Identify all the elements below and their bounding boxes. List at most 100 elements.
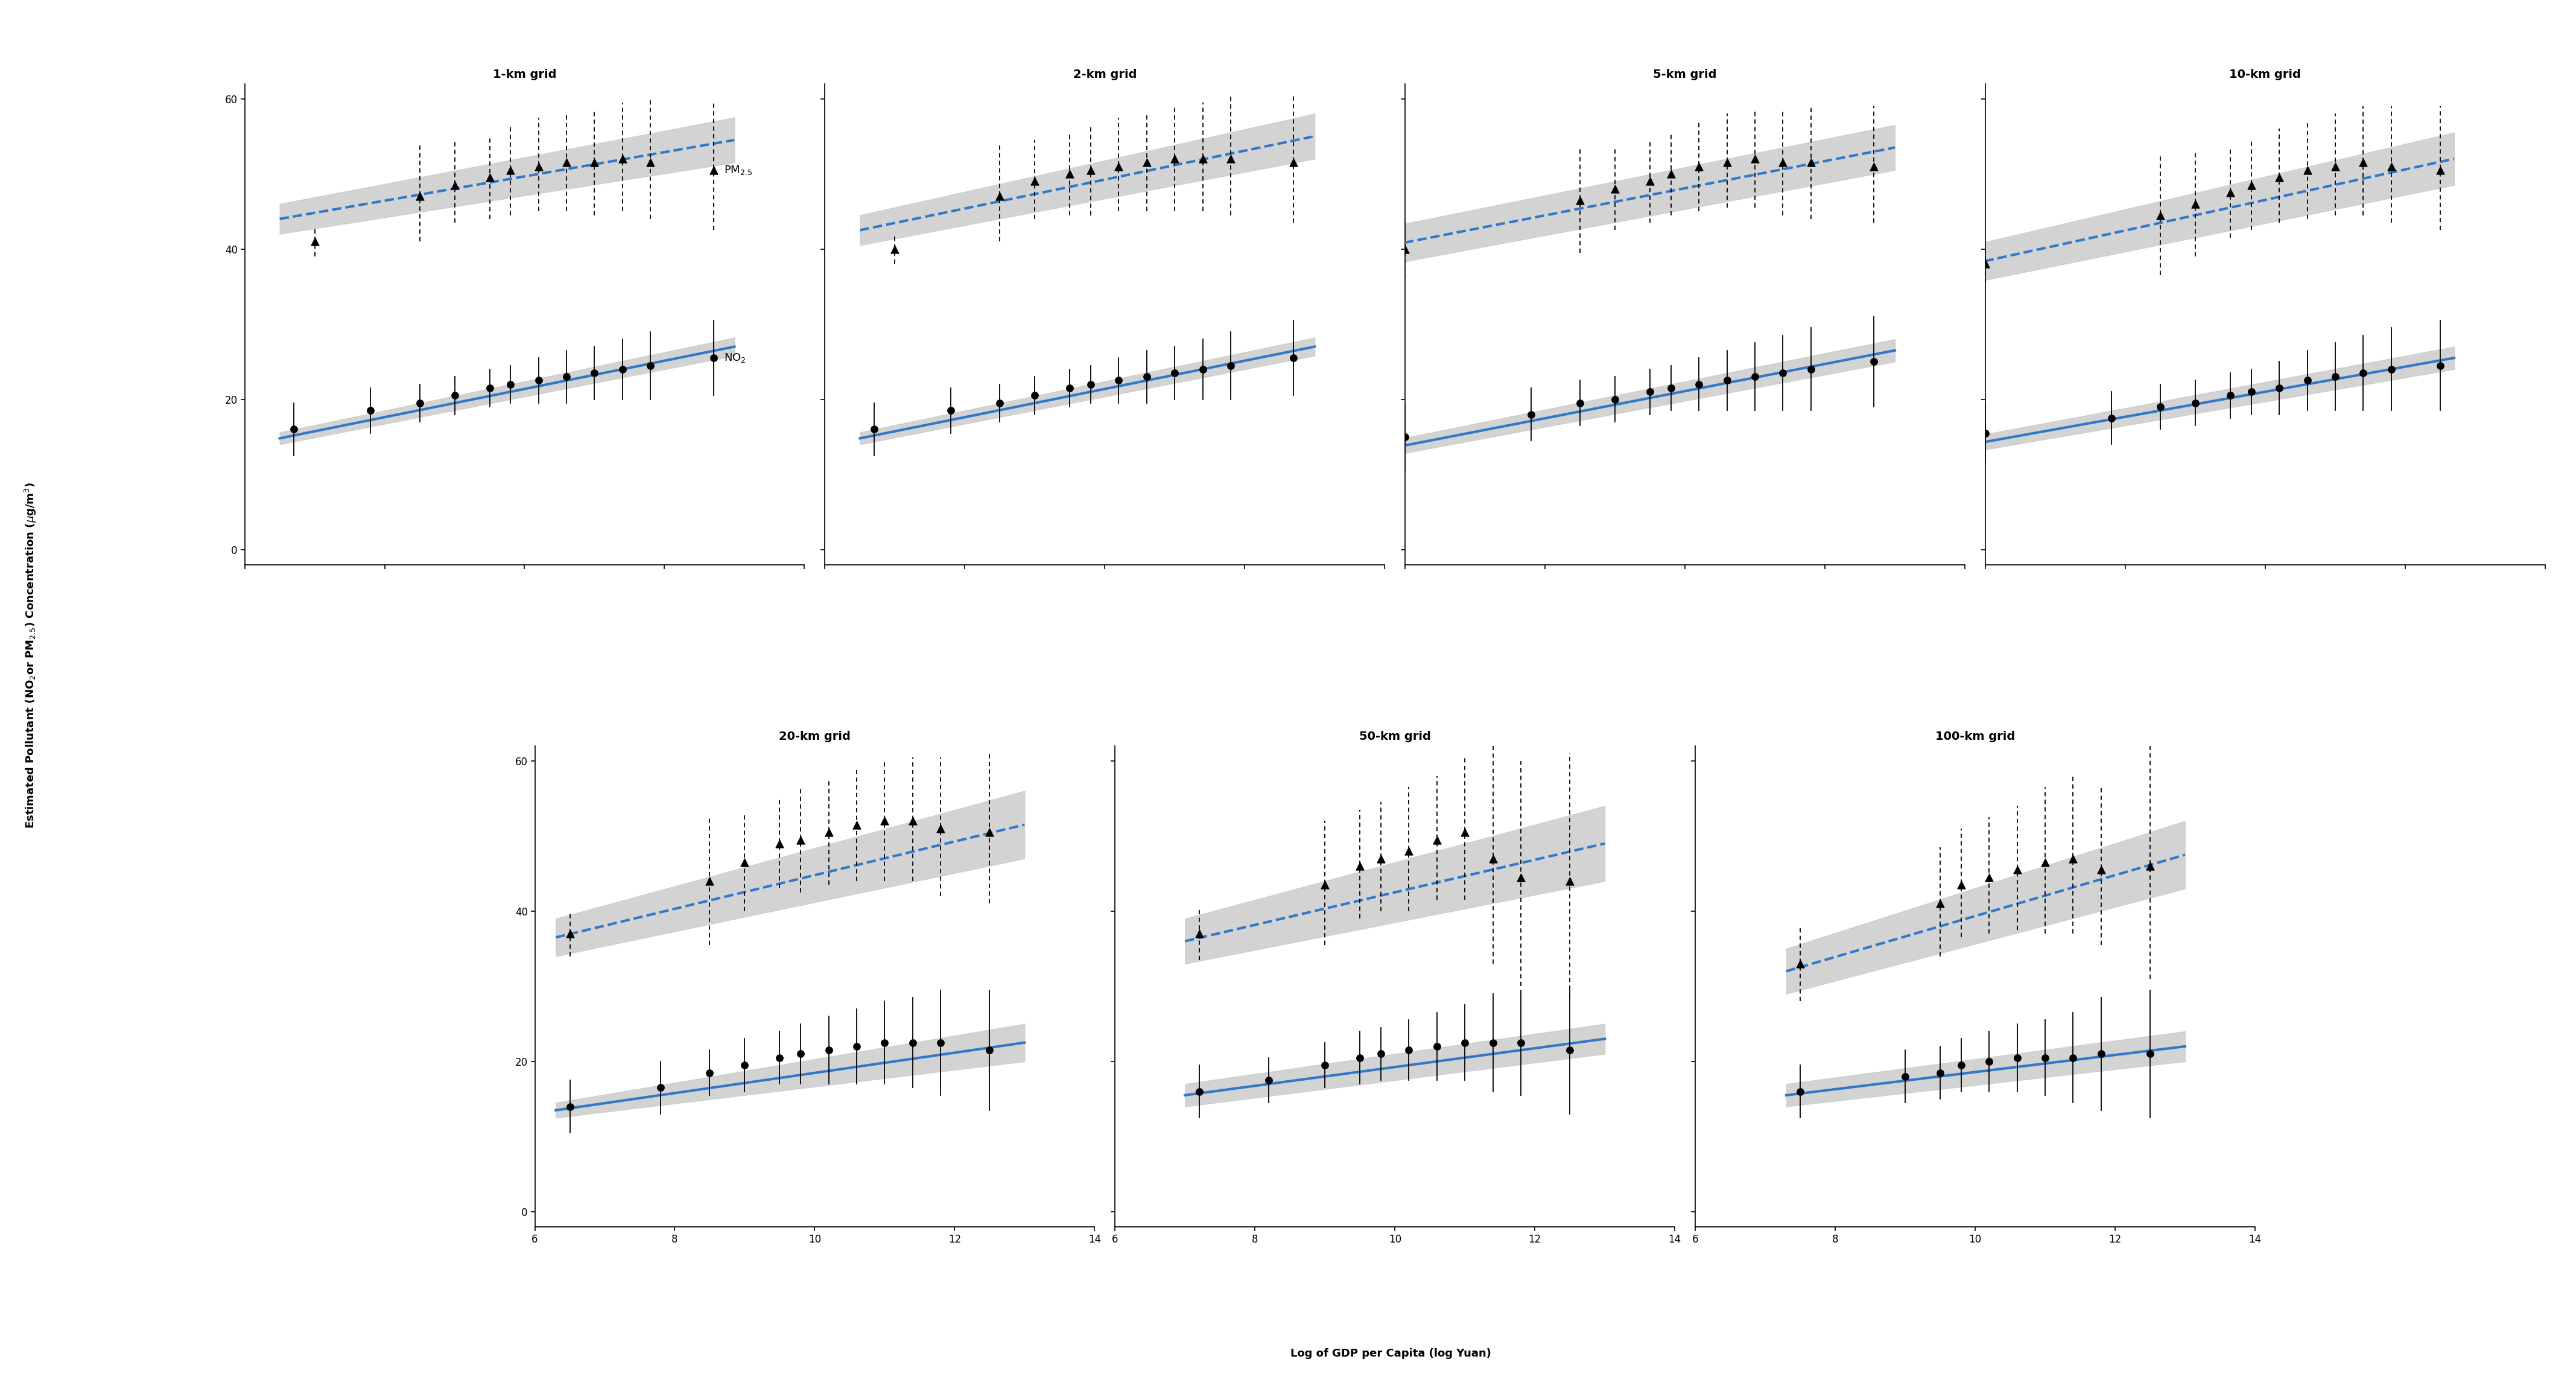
Point — [1705, 369, 1747, 392]
Point — [1177, 923, 1218, 945]
Point — [350, 399, 392, 421]
Text: PM$_{2.5}$: PM$_{2.5}$ — [724, 164, 752, 176]
Point — [2092, 407, 2133, 429]
Title: 100-km grid: 100-km grid — [1935, 730, 2014, 743]
Point — [853, 418, 894, 441]
Point — [837, 1036, 878, 1058]
Point — [1249, 1069, 1291, 1092]
Point — [2174, 392, 2215, 414]
Point — [693, 347, 734, 369]
Point — [631, 354, 672, 376]
Point — [1548, 1039, 1589, 1061]
Point — [2419, 159, 2460, 181]
Point — [1154, 362, 1195, 385]
Point — [2210, 181, 2251, 204]
Point — [433, 174, 474, 197]
Point — [1340, 855, 1381, 877]
Point — [2342, 152, 2383, 174]
Point — [2141, 204, 2182, 226]
Point — [2141, 396, 2182, 418]
Point — [1048, 376, 1090, 399]
Point — [1548, 870, 1589, 892]
Point — [2081, 1043, 2123, 1065]
Point — [690, 870, 732, 892]
Title: 5-km grid: 5-km grid — [1654, 68, 1716, 81]
Point — [2053, 1047, 2094, 1069]
Point — [1445, 1032, 1486, 1054]
Point — [863, 1032, 904, 1054]
Point — [399, 392, 440, 414]
Point — [2231, 174, 2272, 197]
Point — [2081, 859, 2123, 881]
Title: 10-km grid: 10-km grid — [2228, 68, 2300, 81]
Point — [2370, 155, 2411, 177]
Point — [1388, 839, 1430, 861]
Point — [399, 185, 440, 208]
Point — [1388, 1039, 1430, 1061]
Point — [1734, 148, 1775, 170]
Point — [920, 1032, 961, 1054]
Point — [724, 1054, 765, 1076]
Point — [1211, 354, 1252, 376]
Point — [1386, 238, 1427, 261]
Point — [781, 1043, 822, 1065]
Point — [920, 817, 961, 839]
Point — [1651, 376, 1692, 399]
Point — [1558, 392, 1600, 414]
Point — [1680, 374, 1721, 396]
Point — [2259, 166, 2300, 188]
Point — [1680, 155, 1721, 177]
Point — [1126, 152, 1167, 174]
Point — [1996, 1047, 2038, 1069]
Point — [891, 1032, 933, 1054]
Point — [2316, 155, 2357, 177]
Point — [546, 152, 587, 174]
Point — [574, 362, 616, 385]
Title: 1-km grid: 1-km grid — [492, 68, 556, 81]
Point — [1303, 874, 1345, 896]
Point — [1790, 358, 1832, 381]
Point — [1048, 163, 1090, 185]
Point — [1886, 1065, 1927, 1087]
Text: NO$_2$: NO$_2$ — [724, 351, 747, 364]
Point — [1154, 148, 1195, 170]
Point — [1386, 425, 1427, 447]
Point — [2210, 385, 2251, 407]
Point — [979, 185, 1020, 208]
Point — [1182, 148, 1224, 170]
Point — [469, 376, 510, 399]
Point — [1015, 385, 1056, 407]
Point — [469, 166, 510, 188]
Point — [969, 821, 1010, 843]
Point — [546, 365, 587, 388]
Point — [1705, 152, 1747, 174]
Point — [1069, 374, 1110, 396]
Point — [518, 369, 559, 392]
Point — [603, 358, 644, 381]
Point — [1445, 821, 1486, 843]
Point — [2053, 848, 2094, 870]
Point — [1780, 952, 1821, 974]
Title: 20-km grid: 20-km grid — [778, 730, 850, 743]
Point — [1968, 866, 2009, 888]
Point — [809, 821, 850, 843]
Point — [1273, 152, 1314, 174]
Point — [1762, 152, 1803, 174]
Point — [1417, 1036, 1458, 1058]
Point — [518, 155, 559, 177]
Point — [2025, 1047, 2066, 1069]
Point — [1340, 1047, 1381, 1069]
Point — [809, 1039, 850, 1061]
Point — [1473, 848, 1515, 870]
Point — [1734, 365, 1775, 388]
Point — [2342, 362, 2383, 385]
Point — [979, 392, 1020, 414]
Point — [2259, 376, 2300, 399]
Point — [1852, 155, 1893, 177]
Point — [489, 374, 531, 396]
Point — [1360, 1043, 1401, 1065]
Point — [2025, 852, 2066, 874]
Point — [1182, 358, 1224, 381]
Point — [1919, 1061, 1960, 1083]
Point — [641, 1076, 683, 1098]
